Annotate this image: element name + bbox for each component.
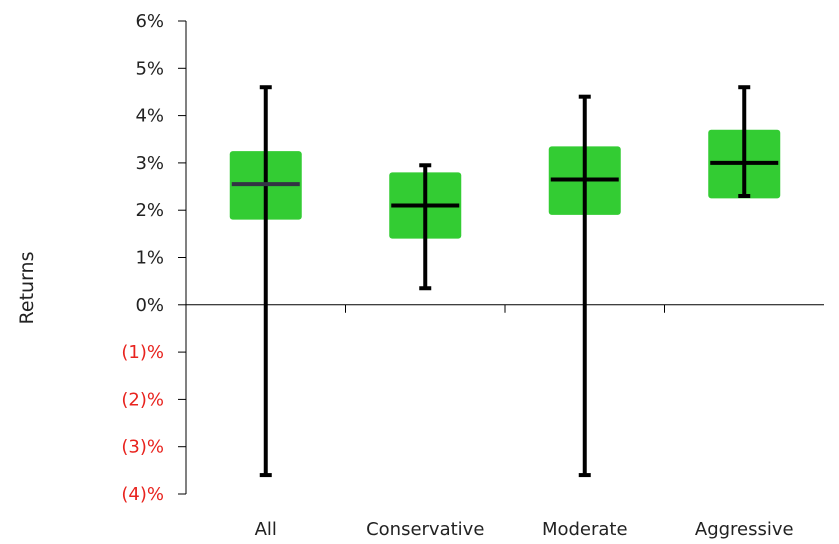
y-tick-labels: 6% 5% 4% 3% 2% 1% 0% (1)% (2)% (3)% (4)% (121, 11, 164, 505)
category-label: Moderate (542, 519, 628, 540)
y-tick-label: 4% (135, 106, 164, 127)
axes (178, 20, 824, 495)
y-tick-label: (1)% (121, 342, 164, 363)
box-conservative (389, 163, 462, 291)
y-tick-label: 5% (135, 58, 164, 79)
box-aggressive (708, 85, 781, 199)
y-tick-label: (4)% (121, 484, 164, 505)
y-tick-label: 2% (135, 200, 164, 221)
category-label: Conservative (366, 519, 484, 540)
box-all (229, 85, 302, 478)
box-moderate (548, 94, 621, 478)
boxes (229, 85, 781, 478)
category-labels: All Conservative Moderate Aggressive (255, 519, 794, 540)
y-tick-label: (3)% (121, 437, 164, 458)
y-tick-label: 0% (135, 295, 164, 316)
category-label: Aggressive (695, 519, 794, 540)
category-label: All (255, 519, 277, 540)
y-tick-label: 6% (135, 11, 164, 32)
y-tick-label: (2)% (121, 389, 164, 410)
y-tick-label: 1% (135, 248, 164, 269)
y-axis-label: Returns (16, 252, 38, 325)
y-tick-label: 3% (135, 153, 164, 174)
